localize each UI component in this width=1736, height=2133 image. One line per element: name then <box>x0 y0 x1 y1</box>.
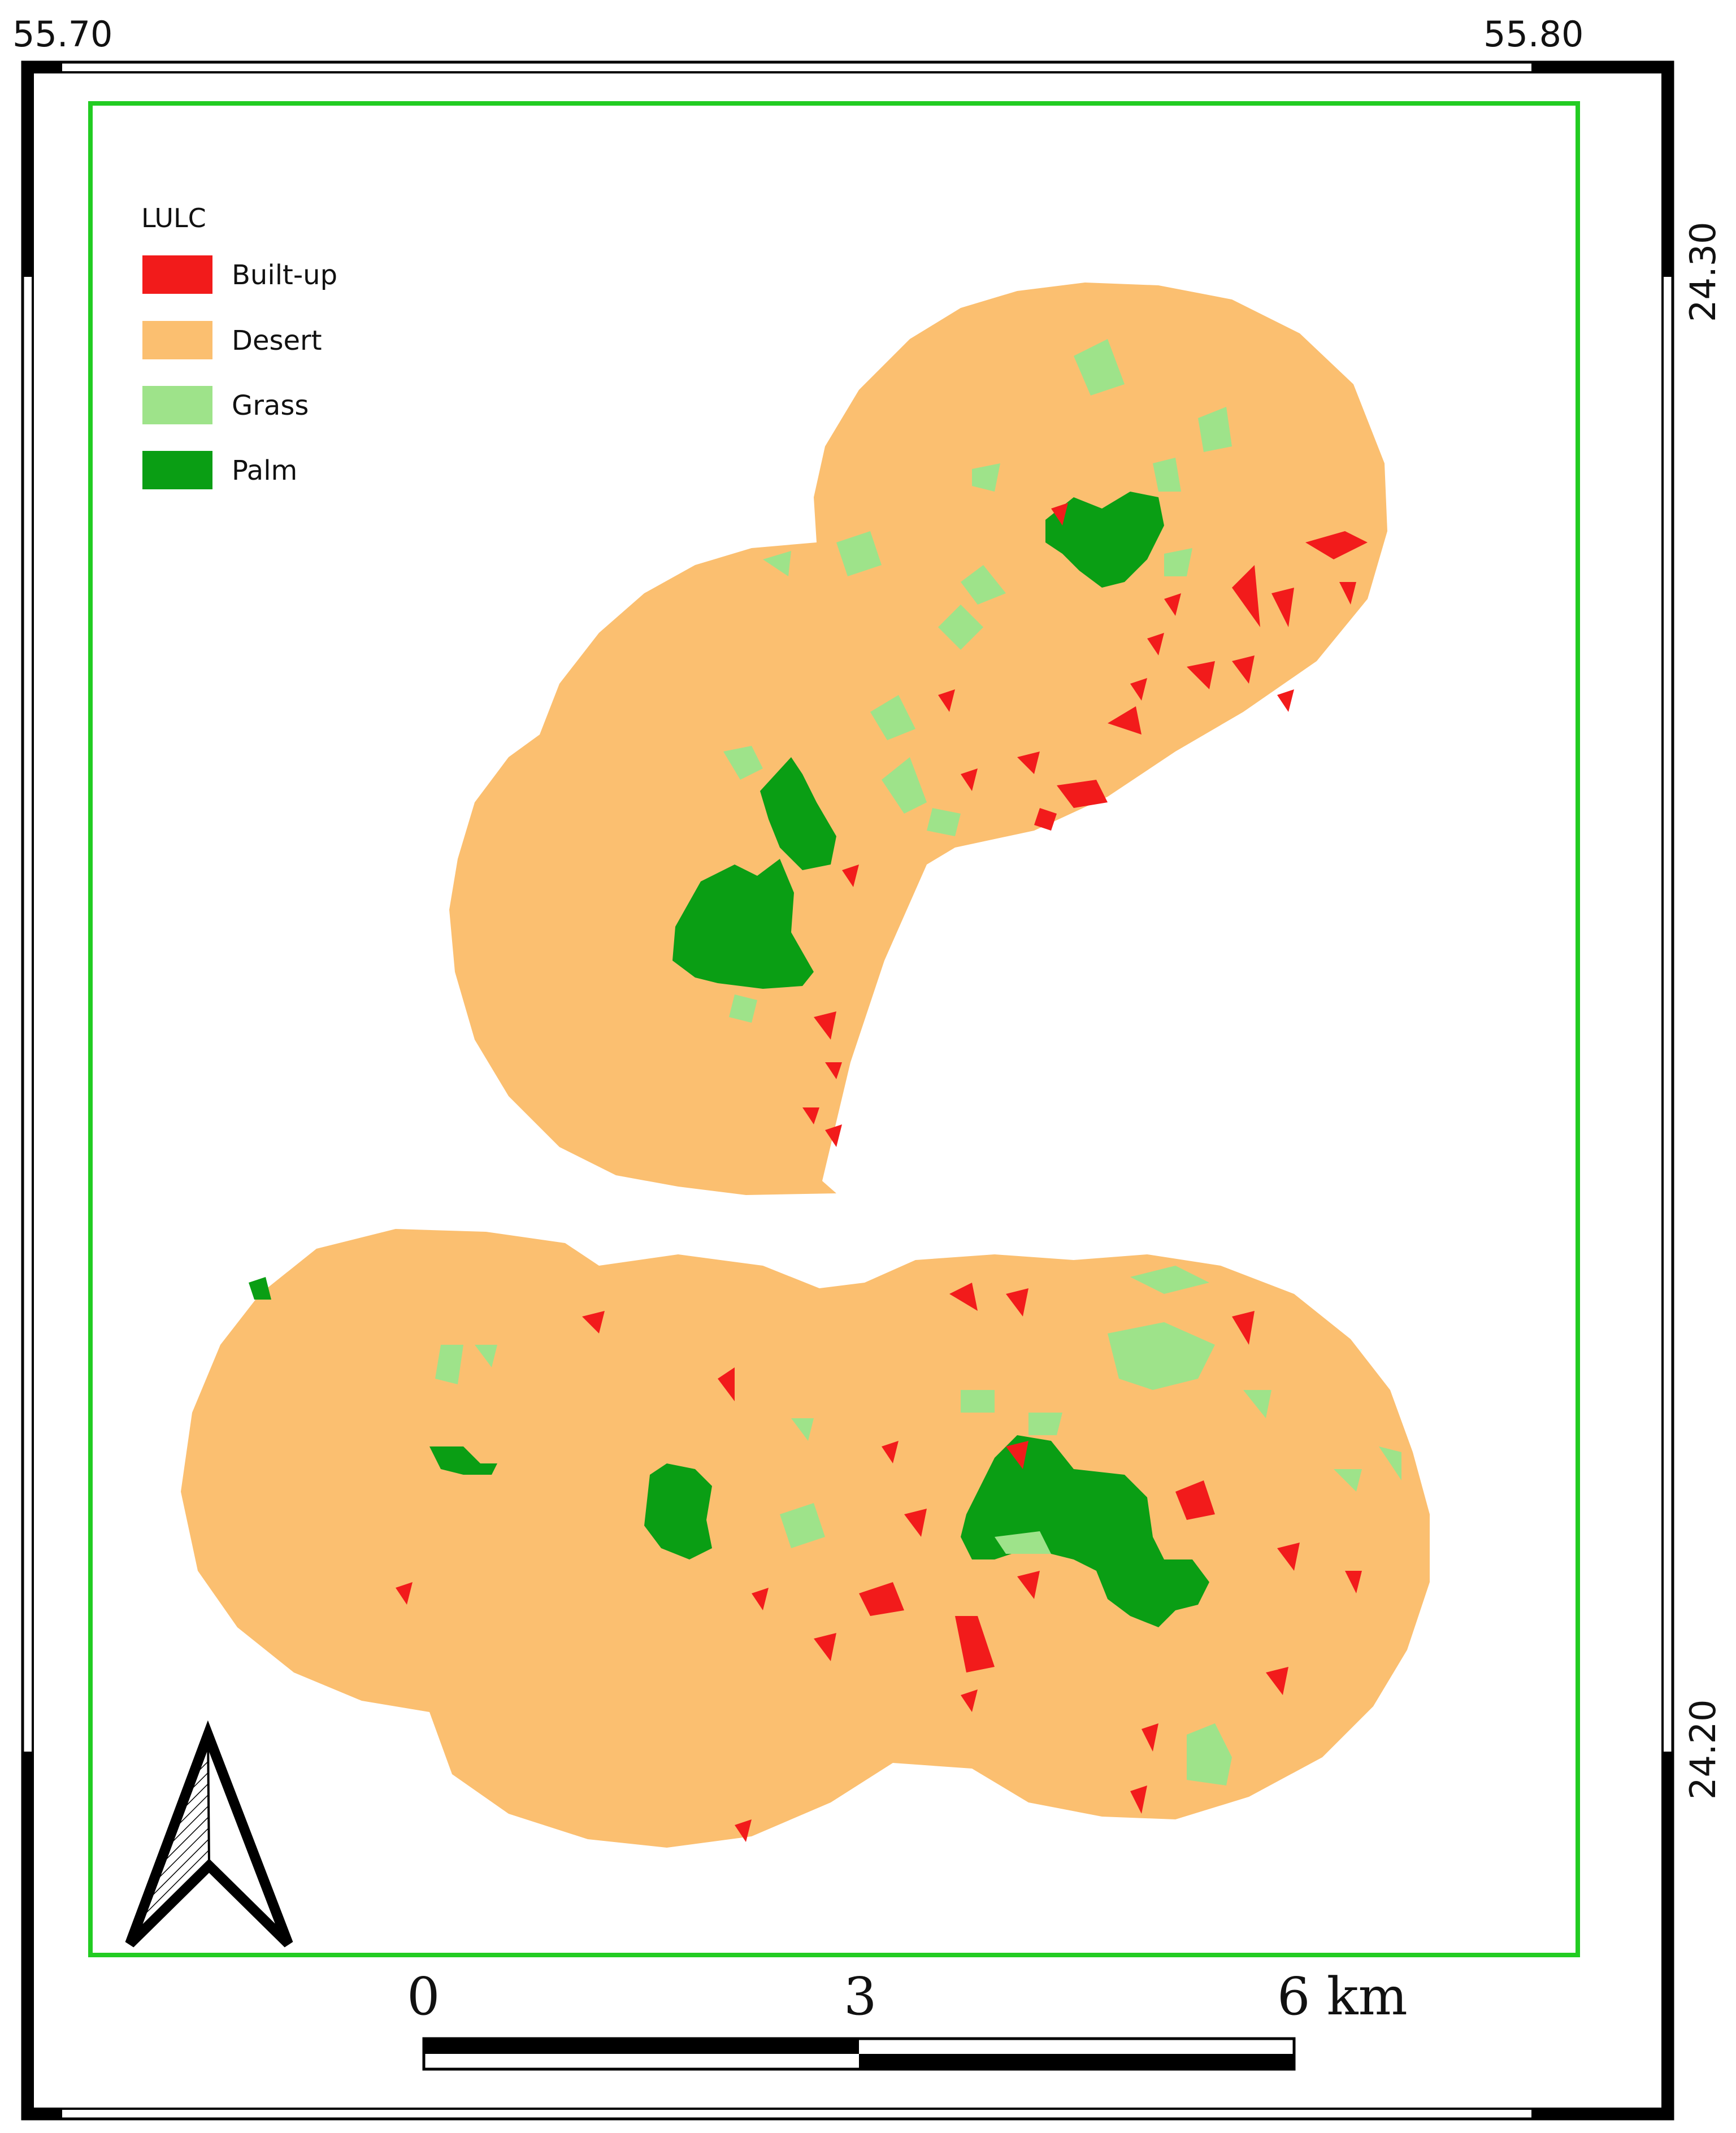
scale-label-6km: 6 km <box>1277 1966 1408 2027</box>
legend-title: LULC <box>141 203 206 233</box>
south-builtup-patches <box>396 1283 1362 1842</box>
legend-label-grass: Grass <box>232 390 309 422</box>
outer-frame <box>21 60 1674 2121</box>
legend-label-builtup: Built-up <box>232 259 337 291</box>
legend-swatch-builtup <box>142 255 212 294</box>
north-desert-area <box>449 283 1387 1195</box>
legend-label-palm: Palm <box>232 455 297 486</box>
legend: LULC Built-up Desert Grass Palm <box>141 203 337 489</box>
legend-swatch-palm <box>142 451 212 489</box>
north-grass-patches <box>723 339 1232 1023</box>
lon-label-left: 55.70 <box>12 14 113 55</box>
north-palm-patch-1 <box>672 859 814 989</box>
south-grass-patches <box>435 1266 1401 1786</box>
scale-bar: 0 3 6 km <box>407 1966 1408 2071</box>
north-region <box>449 283 1387 1195</box>
north-arrow-icon <box>125 1720 293 1948</box>
legend-label-desert: Desert <box>232 325 322 357</box>
north-builtup-patches <box>802 503 1368 1147</box>
south-palm-patch-4 <box>249 1277 271 1300</box>
north-palm-patch-2 <box>760 757 836 870</box>
legend-swatch-grass <box>142 386 212 424</box>
south-palm-patch-3 <box>429 1446 497 1475</box>
map-extent-frame <box>88 101 1580 1957</box>
scale-label-3: 3 <box>844 1966 877 2027</box>
south-palm-patch-2 <box>644 1463 712 1559</box>
north-palm-patch-3 <box>1045 492 1164 588</box>
lat-label-upper: 24.30 <box>1682 222 1724 323</box>
legend-swatch-desert <box>142 321 212 359</box>
scale-label-0: 0 <box>407 1966 440 2027</box>
lon-label-right: 55.80 <box>1483 14 1584 55</box>
south-palm-patch-large <box>961 1435 1209 1627</box>
lat-label-lower: 24.20 <box>1682 1700 1724 1800</box>
south-region <box>181 1229 1430 1848</box>
